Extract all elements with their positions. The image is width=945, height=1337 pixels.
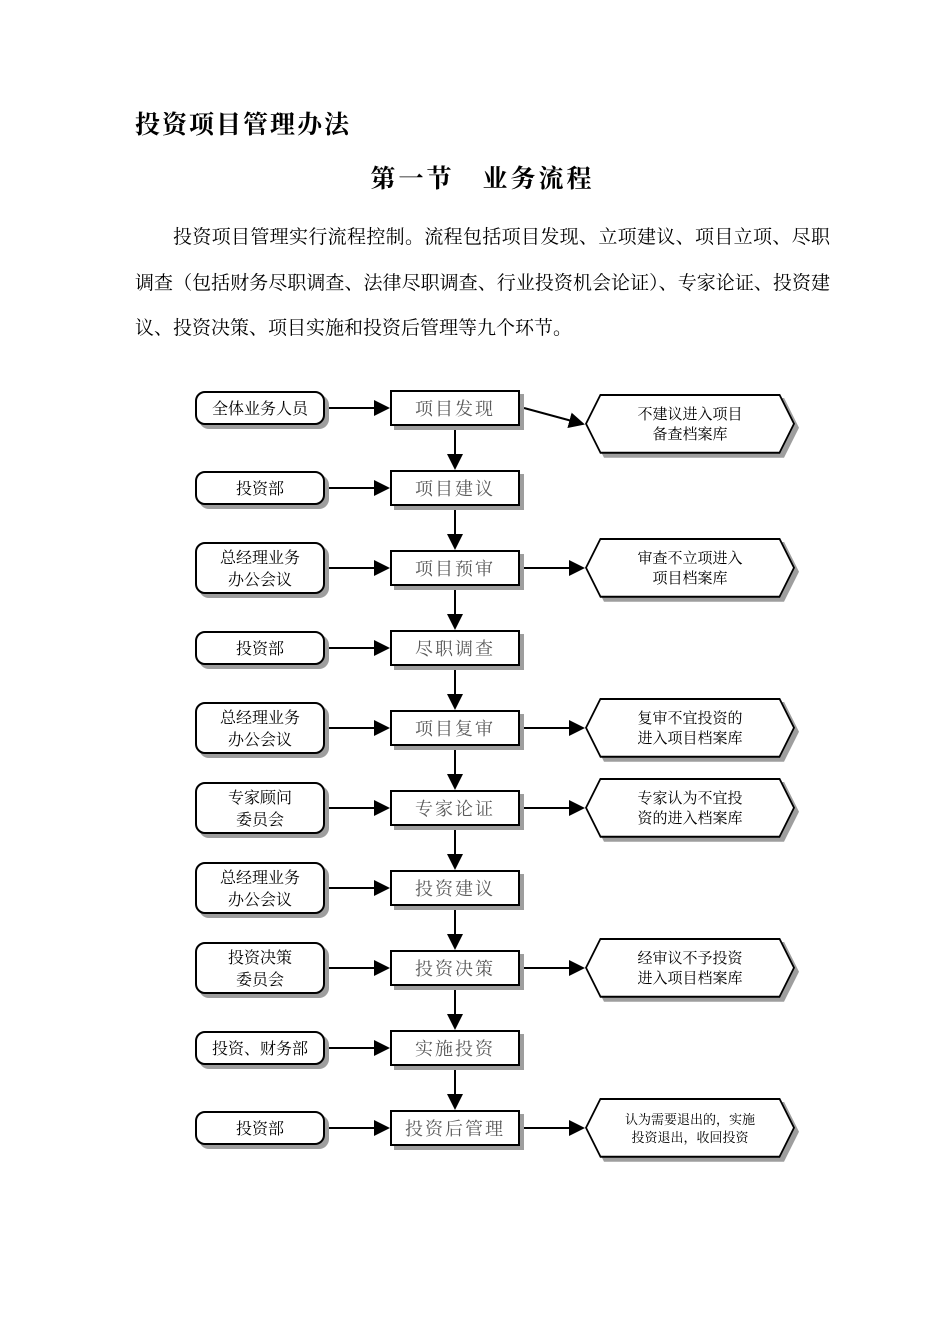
process-node-label: 项目建议 [390, 470, 520, 506]
process-node: 专家论证 [390, 790, 520, 826]
process-node: 投资建议 [390, 870, 520, 906]
process-node: 投资后管理 [390, 1110, 520, 1146]
process-node: 尽职调查 [390, 630, 520, 666]
process-node-label: 投资建议 [390, 870, 520, 906]
actor-node-label: 全体业务人员 [195, 391, 325, 425]
outcome-node: 复审不宜投资的进入项目档案库 [585, 698, 795, 758]
outcome-node-label: 审查不立项进入项目档案库 [587, 540, 793, 596]
actor-node-label: 投资部 [195, 471, 325, 505]
process-node-label: 实施投资 [390, 1030, 520, 1066]
actor-node-label: 总经理业务办公会议 [195, 542, 325, 594]
process-node-label: 项目预审 [390, 550, 520, 586]
intro-paragraph: 投资项目管理实行流程控制。流程包括项目发现、立项建议、项目立项、尽职调查（包括财… [135, 213, 830, 350]
outcome-node: 专家认为不宜投资的进入档案库 [585, 778, 795, 838]
actor-node-label: 总经理业务办公会议 [195, 862, 325, 914]
process-node: 项目建议 [390, 470, 520, 506]
section-subtitle: 第一节 业务流程 [135, 159, 830, 195]
actor-node: 投资决策委员会 [195, 942, 325, 994]
actor-node-label: 投资决策委员会 [195, 942, 325, 994]
actor-node: 投资、财务部 [195, 1031, 325, 1065]
outcome-node: 审查不立项进入项目档案库 [585, 538, 795, 598]
process-node: 项目预审 [390, 550, 520, 586]
outcome-node-label: 认为需要退出的，实施投资退出，收回投资 [587, 1100, 793, 1156]
actor-node: 投资部 [195, 471, 325, 505]
actor-node: 总经理业务办公会议 [195, 702, 325, 754]
process-node-label: 项目复审 [390, 710, 520, 746]
outcome-node: 认为需要退出的，实施投资退出，收回投资 [585, 1098, 795, 1158]
process-node-label: 项目发现 [390, 390, 520, 426]
process-node: 项目发现 [390, 390, 520, 426]
actor-node-label: 总经理业务办公会议 [195, 702, 325, 754]
page-title: 投资项目管理办法 [135, 105, 830, 141]
actor-node-label: 专家顾问委员会 [195, 782, 325, 834]
actor-node-label: 投资、财务部 [195, 1031, 325, 1065]
actor-node: 投资部 [195, 631, 325, 665]
process-node: 实施投资 [390, 1030, 520, 1066]
flowchart: 项目发现项目建议项目预审尽职调查项目复审专家论证投资建议投资决策实施投资投资后管… [195, 390, 845, 1250]
outcome-node-label: 复审不宜投资的进入项目档案库 [587, 700, 793, 756]
actor-node: 总经理业务办公会议 [195, 542, 325, 594]
process-node: 投资决策 [390, 950, 520, 986]
actor-node: 专家顾问委员会 [195, 782, 325, 834]
outcome-node: 经审议不予投资进入项目档案库 [585, 938, 795, 998]
actor-node: 全体业务人员 [195, 391, 325, 425]
process-node-label: 尽职调查 [390, 630, 520, 666]
process-node: 项目复审 [390, 710, 520, 746]
outcome-node-label: 经审议不予投资进入项目档案库 [587, 940, 793, 996]
process-node-label: 投资决策 [390, 950, 520, 986]
outcome-node-label: 不建议进入项目备查档案库 [587, 396, 793, 452]
outcome-node: 不建议进入项目备查档案库 [585, 394, 795, 454]
actor-node: 投资部 [195, 1111, 325, 1145]
process-node-label: 投资后管理 [390, 1110, 520, 1146]
outcome-node-label: 专家认为不宜投资的进入档案库 [587, 780, 793, 836]
actor-node-label: 投资部 [195, 1111, 325, 1145]
process-node-label: 专家论证 [390, 790, 520, 826]
actor-node: 总经理业务办公会议 [195, 862, 325, 914]
actor-node-label: 投资部 [195, 631, 325, 665]
